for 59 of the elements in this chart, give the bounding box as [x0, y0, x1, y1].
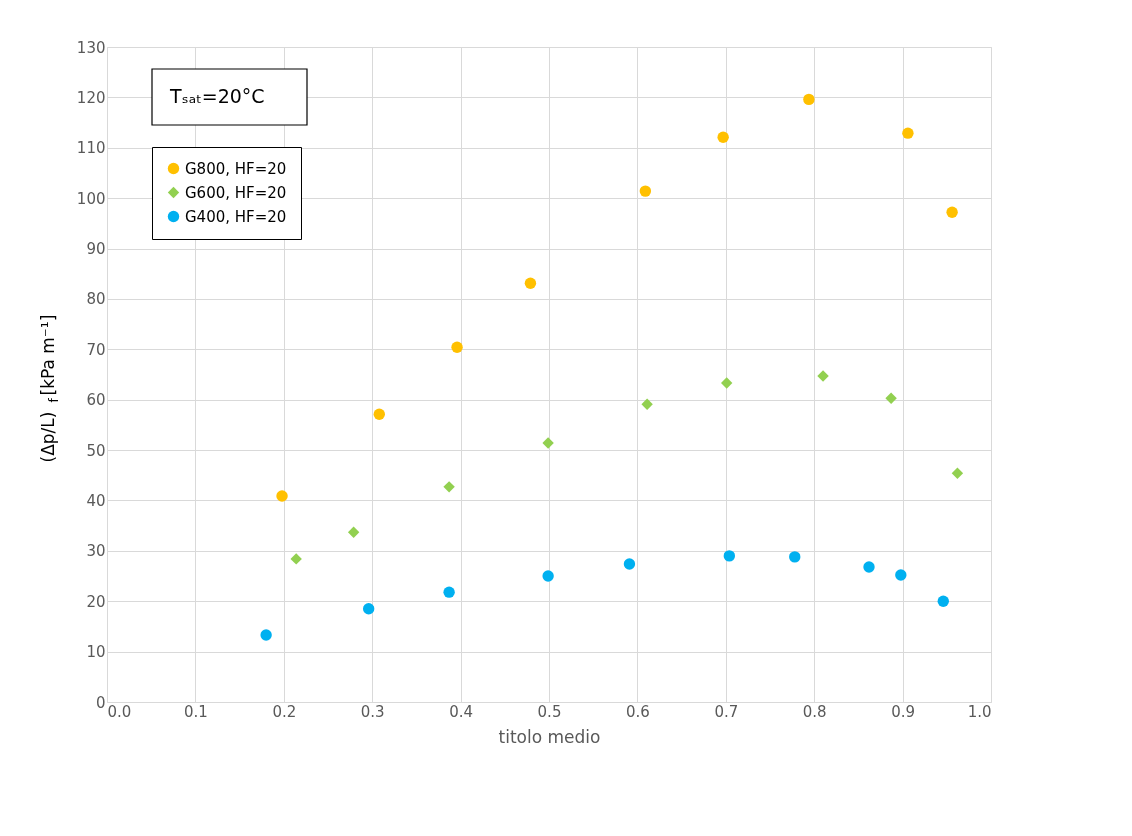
y-tick-label: 120: [76, 88, 106, 107]
y-tick-label: 50: [86, 441, 106, 460]
y-tick-label: 30: [86, 542, 106, 561]
y-tick-label: 90: [86, 240, 106, 259]
point: [951, 467, 964, 479]
point: [443, 481, 455, 493]
x-tick-label: 0.1: [183, 702, 208, 721]
x-tick-label: 0.3: [360, 702, 385, 721]
y-tick-label: 60: [86, 391, 106, 410]
point: [276, 490, 288, 502]
point: [946, 206, 958, 218]
point: [542, 570, 554, 582]
point: [542, 437, 554, 449]
y-tick-label: 100: [76, 189, 106, 208]
point: [623, 558, 636, 570]
point: [443, 586, 455, 598]
point: [641, 398, 653, 410]
y-tick-label: 20: [86, 592, 106, 611]
point: [362, 603, 375, 615]
point: [290, 553, 302, 565]
point: [720, 377, 733, 389]
point: [863, 561, 875, 573]
point: [639, 185, 652, 197]
y-tick-label: 80: [86, 290, 106, 309]
point: [347, 526, 360, 538]
x-tick-label: 0.7: [714, 702, 739, 721]
x-tick-label: 0.8: [802, 702, 827, 721]
y-tick-label: 40: [86, 491, 106, 510]
x-tick-label: 0.6: [625, 702, 650, 721]
point: [885, 392, 897, 404]
point: [817, 370, 829, 382]
point: [895, 569, 907, 581]
point: [723, 550, 736, 562]
point: [524, 277, 537, 289]
point: [451, 341, 463, 353]
legend-label: G400, HF=20: [185, 207, 287, 226]
legend-label: G600, HF=20: [185, 183, 287, 202]
x-tick-label: 0.2: [272, 702, 297, 721]
x-tick-label: 0.5: [537, 702, 562, 721]
point: [373, 408, 385, 420]
x-tick-label: 1.0: [967, 702, 992, 721]
x-tick-label: 0.4: [449, 702, 474, 721]
y-tick-label: 10: [86, 643, 106, 662]
point: [717, 131, 729, 143]
y-tick-label: 70: [86, 340, 106, 359]
legend-label: G800, HF=20: [185, 159, 287, 178]
x-tick-label: 0.0: [107, 702, 132, 721]
y-tick-label: 0: [95, 693, 106, 712]
y-tick-label: 110: [76, 139, 106, 158]
annotation: Tₛₐₜ=20°C: [169, 85, 265, 107]
point: [789, 551, 801, 563]
y-axis-title: (Δp/L)f [kPa m⁻¹]: [38, 314, 61, 463]
point: [902, 127, 914, 139]
point: [803, 93, 815, 106]
point: [260, 629, 272, 641]
point: [937, 595, 949, 607]
x-axis-title: titolo medio: [498, 726, 601, 747]
y-tick-label: 130: [76, 38, 106, 57]
x-tick-label: 0.9: [891, 702, 916, 721]
